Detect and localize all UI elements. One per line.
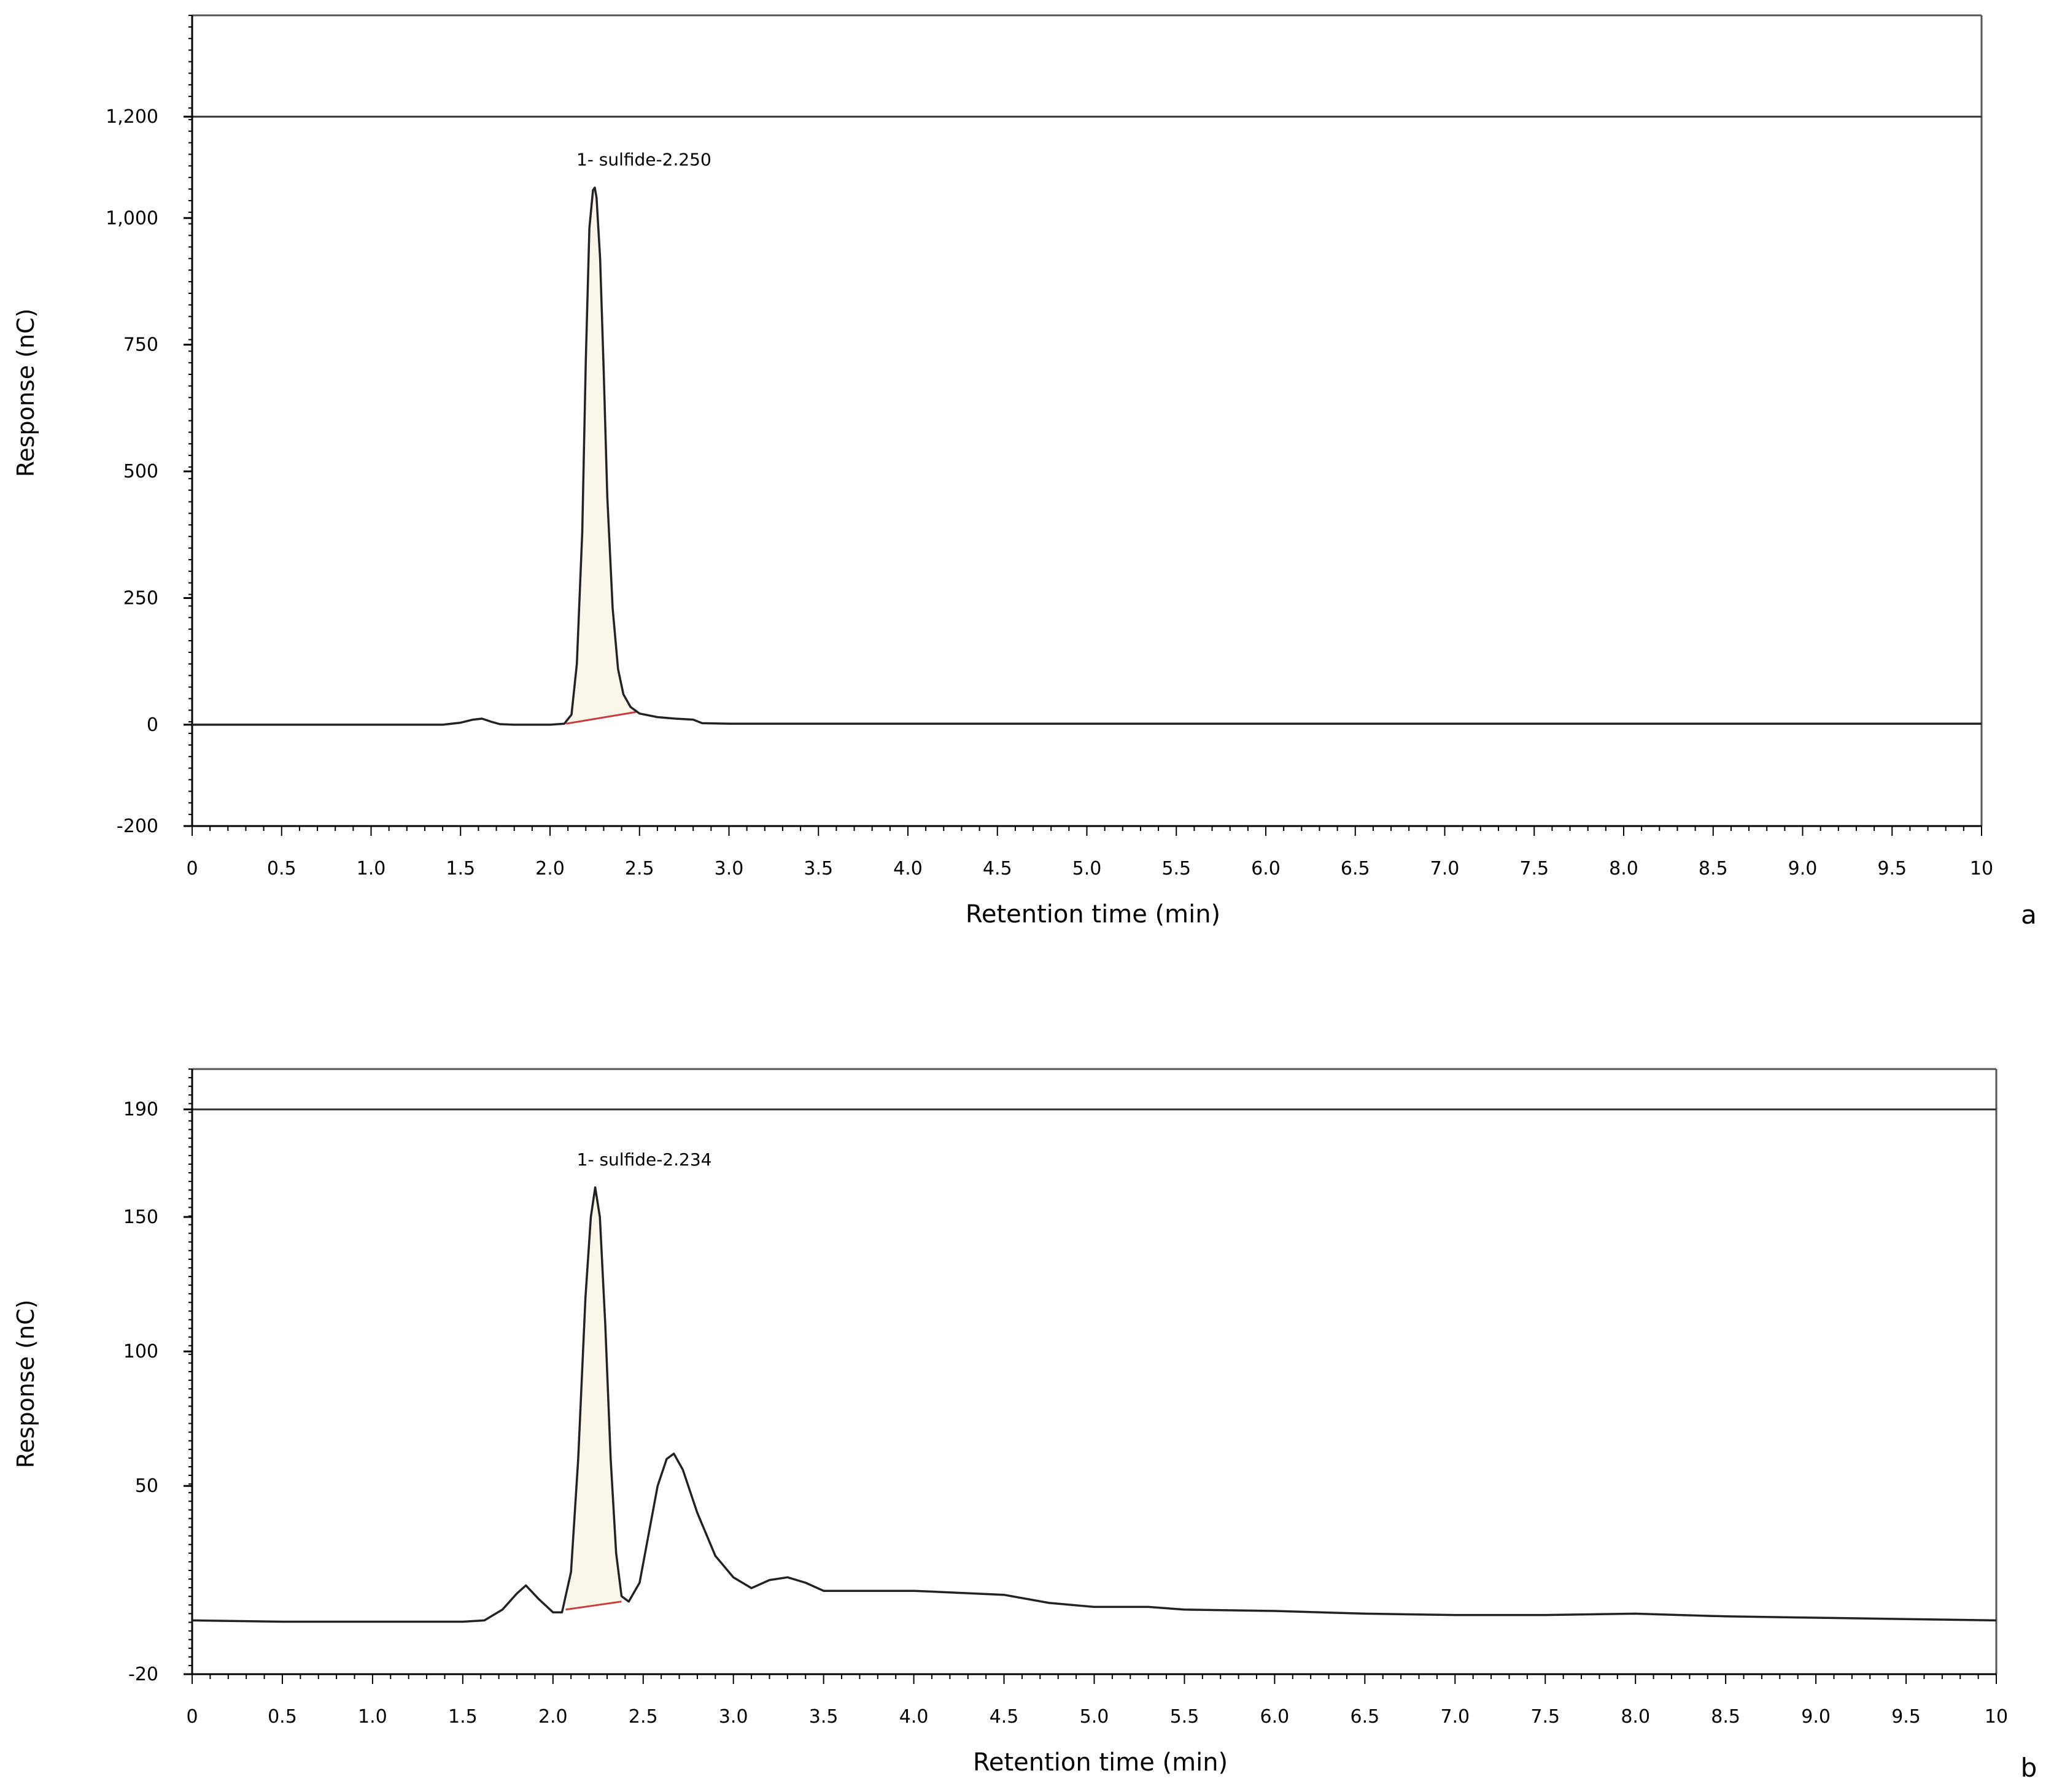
- x-tick-label: 8.5: [1699, 858, 1728, 879]
- x-tick-label: 7.5: [1530, 1706, 1560, 1728]
- y-tick-label: 0: [147, 714, 158, 736]
- x-tick-label: 0.5: [267, 858, 296, 879]
- x-tick-label: 2.5: [625, 858, 654, 879]
- y-axis-title: Response (nC): [12, 309, 39, 477]
- y-tick-label: 750: [123, 334, 158, 356]
- y-tick-label: 100: [123, 1341, 158, 1362]
- chart-panel-b: 0 0.5 1.0 1.5 2.0 2.5 3.0 3.5 4.0 4.5 5.0 5.5 6.0 6.5…: [12, 1068, 2037, 1783]
- x-tick-label: 6.0: [1260, 1706, 1290, 1728]
- integration-baseline: [565, 1601, 622, 1611]
- x-tick-label: 2.5: [629, 1706, 658, 1728]
- x-tick-label: 0: [186, 1706, 198, 1728]
- x-tick-label: 6.5: [1350, 1706, 1379, 1728]
- chart-panel-a: 0 0.5 1.0 1.5 2.0 2.5 3.0 3.5 4.0 4.5 5.0 5.5 6.0 6.5…: [12, 14, 2037, 930]
- peak-annotation: 1- sulfide-2.250: [576, 150, 711, 170]
- x-axis-title: Retention time (min): [973, 1748, 1228, 1777]
- x-tick-label: 10: [1985, 1706, 2008, 1728]
- y-tick-label: 1,000: [106, 207, 158, 229]
- panel-label: a: [2021, 900, 2037, 930]
- x-tick-label: 2.0: [538, 1706, 568, 1728]
- x-tick-label: 4.0: [893, 858, 923, 879]
- x-tick-label: 8.5: [1711, 1706, 1740, 1728]
- x-tick-label: 5.5: [1170, 1706, 1199, 1728]
- chromatogram-trace: [192, 186, 1982, 726]
- x-tick-label: 3.0: [719, 1706, 748, 1728]
- x-tick-label: 7.5: [1519, 858, 1549, 879]
- y-tick-label: -20: [128, 1664, 158, 1685]
- x-tick-label: 9.5: [1891, 1706, 1921, 1728]
- y-tick-label: 50: [135, 1475, 158, 1497]
- y-tick-label: 1,200: [106, 106, 158, 128]
- y-axis-title: Response (nC): [12, 1300, 39, 1469]
- integration-baseline: [565, 711, 637, 725]
- x-tick-label: 5.0: [1080, 1706, 1109, 1728]
- y-tick-label: 500: [123, 461, 158, 482]
- x-tick-label: 7.0: [1430, 858, 1460, 879]
- x-tick-label: 6.5: [1341, 858, 1370, 879]
- x-tick-label: 5.5: [1161, 858, 1191, 879]
- peak-area-fill: [566, 187, 636, 724]
- x-tick-label: 5.0: [1072, 858, 1102, 879]
- x-tick-label: 1.5: [448, 1706, 478, 1728]
- x-tick-label: 8.0: [1609, 858, 1638, 879]
- x-tick-label: 9.0: [1788, 858, 1818, 879]
- x-tick-label: 3.5: [809, 1706, 839, 1728]
- x-tick-label: 0: [186, 858, 198, 879]
- y-tick-label: 250: [123, 587, 158, 609]
- chromatogram-trace: [192, 1186, 1997, 1623]
- x-tick-label: 7.0: [1440, 1706, 1470, 1728]
- x-tick-label: 3.5: [804, 858, 833, 879]
- x-axis-title: Retention time (min): [966, 900, 1220, 929]
- panel-label: b: [2021, 1753, 2037, 1783]
- x-tick-label: 8.0: [1621, 1706, 1650, 1728]
- x-tick-label: 3.0: [715, 858, 744, 879]
- x-tick-label: 1.0: [357, 858, 386, 879]
- x-tick-label: 6.0: [1251, 858, 1281, 879]
- x-tick-label: 1.0: [358, 1706, 387, 1728]
- x-tick-label: 2.0: [535, 858, 565, 879]
- peak-area-fill: [565, 1187, 622, 1610]
- x-tick-label: 1.5: [446, 858, 475, 879]
- peak-annotation: 1- sulfide-2.234: [577, 1149, 712, 1170]
- x-tick-label: 9.5: [1877, 858, 1907, 879]
- x-tick-label: 9.0: [1801, 1706, 1831, 1728]
- x-tick-label: 4.5: [983, 858, 1012, 879]
- x-tick-label: 4.0: [899, 1706, 929, 1728]
- y-tick-label: 150: [123, 1207, 158, 1228]
- x-tick-label: 4.5: [990, 1706, 1019, 1728]
- x-tick-label: 0.5: [268, 1706, 297, 1728]
- y-tick-label: -200: [117, 816, 158, 837]
- x-tick-label: 10: [1970, 858, 1993, 879]
- y-tick-label: 190: [123, 1099, 158, 1121]
